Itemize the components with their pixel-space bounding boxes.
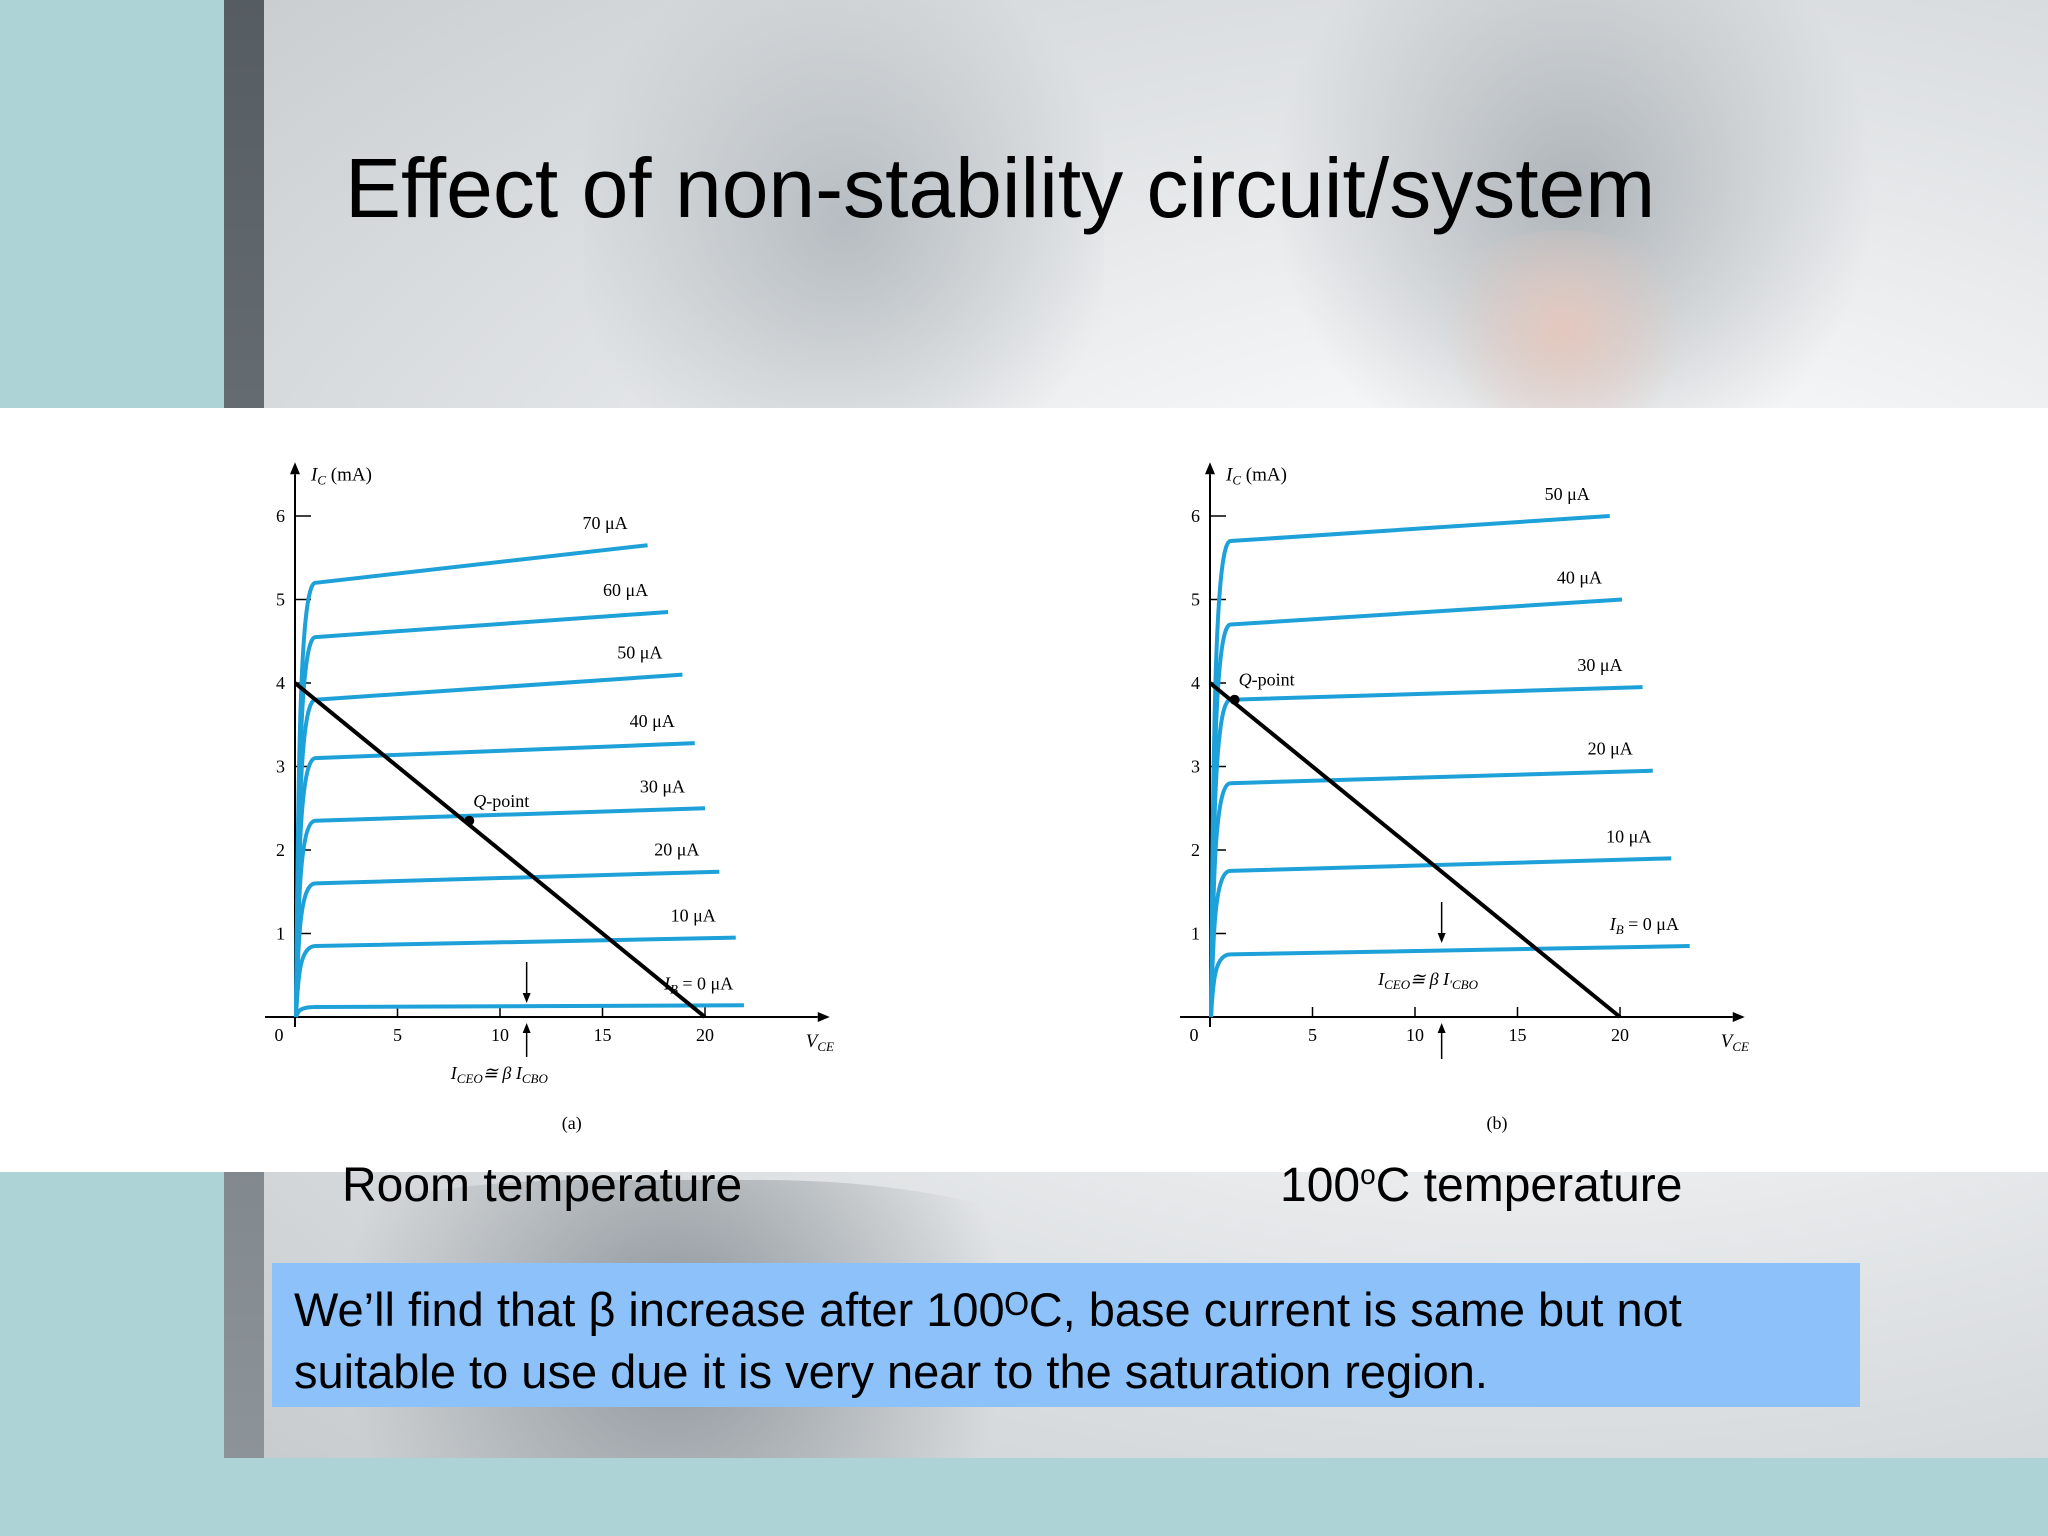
curve-ib [294,1003,744,1018]
curve-label: 40 μA [630,711,675,731]
x-axis-label: VCE [1721,1031,1749,1054]
y-tick-label: 2 [1191,840,1200,860]
curve-ib [294,806,706,1018]
curve-label: 60 μA [603,580,648,600]
y-tick-label: 4 [1191,673,1200,693]
x-tick-label: 15 [1509,1025,1527,1045]
iceo-arrowhead [522,993,531,1003]
y-axis-arrow [1205,462,1215,475]
y-tick-label: 2 [276,840,285,860]
slide-title: Effect of non-stability circuit/system [345,141,1656,235]
accent-band-bottom [224,1458,2048,1536]
caption-room-temperature: Room temperature [342,1159,743,1212]
y-tick-label: 1 [276,924,285,944]
caption-unit: C temperature [1375,1159,1683,1212]
curve-label: IB = 0 μA [1609,914,1679,937]
accent-band-left-bottom [0,1172,224,1536]
x-tick-label: 15 [594,1025,612,1045]
accent-band-left-top [0,0,224,408]
caption-number: 100 [1280,1159,1361,1212]
x-tick-label: 10 [1406,1025,1424,1045]
curve-ib [1209,514,1610,1018]
x-tick-label: 10 [491,1025,509,1045]
iceo-label: ICEO≅ β ICBO [450,1063,549,1086]
x-axis-arrow [1732,1012,1745,1022]
caption-100c-temperature: 100oC temperature [1280,1158,1682,1213]
curve-ib [294,672,683,1018]
x-tick-label: 5 [393,1025,402,1045]
iceo-arrowhead [1437,1023,1446,1033]
q-point-label: Q-point [1239,670,1295,690]
figure-panel [0,408,2048,1172]
y-tick-label: 3 [276,757,285,777]
curve-label: 20 μA [1588,739,1633,759]
iceo-arrowhead [522,1023,531,1033]
y-tick-label: 6 [1191,506,1200,526]
curve-label: 10 μA [1606,826,1651,846]
chart-room-temperature: 0 5 10 15 20 1 2 3 4 5 6 IC (mA) VCE 70 μA 60 μA 50 μA 4… [265,462,834,1134]
y-axis-label: IC (mA) [1225,464,1287,487]
x-axis-label: VCE [806,1031,834,1054]
iceo-label: ICEO≅ β I′CBO [1377,969,1479,992]
curve-label: 20 μA [654,840,699,860]
x-axis-arrow [817,1012,830,1022]
panel-label: (b) [1487,1113,1508,1134]
conclusion-note: We’ll find that β increase after 100ᴼC, … [272,1263,1860,1407]
panel-label: (a) [562,1113,582,1134]
y-tick-label: 4 [276,673,285,693]
y-tick-label: 6 [276,506,285,526]
x-tick-label: 5 [1308,1025,1317,1045]
curve-label: 40 μA [1557,568,1602,588]
curve-label: 50 μA [1545,484,1590,504]
y-tick-label: 5 [276,590,285,610]
load-line [293,681,707,1019]
curve-label: 10 μA [671,906,716,926]
chart-100c-temperature: 0 5 10 15 20 1 2 3 4 5 6 IC (mA) VCE 50 μA 40 μA 30 μA 2… [1180,462,1749,1134]
curve-label: 30 μA [1577,655,1622,675]
curve-label: 50 μA [617,643,662,663]
x-tick-label: 20 [1611,1025,1629,1045]
curve-label: 70 μA [582,513,627,533]
x-tick-label: 20 [696,1025,714,1045]
q-point-marker [464,815,475,826]
y-tick-label: 5 [1191,590,1200,610]
curve-label: 30 μA [640,776,685,796]
x-tick-label: 0 [1190,1025,1199,1045]
y-axis-arrow [290,462,300,475]
curve-ib [1209,944,1690,1018]
curve-ib [294,935,736,1018]
q-point-marker [1229,694,1240,705]
photo-shape [1424,230,1704,430]
x-tick-label: 0 [275,1025,284,1045]
iceo-arrowhead [1437,933,1446,943]
curve-label: IB = 0 μA [663,973,733,996]
caption-degree-sup: o [1360,1159,1376,1190]
y-axis-label: IC (mA) [310,464,372,487]
load-line [1208,681,1622,1019]
y-tick-label: 1 [1191,924,1200,944]
y-tick-label: 3 [1191,757,1200,777]
q-point-label: Q-point [473,791,529,811]
